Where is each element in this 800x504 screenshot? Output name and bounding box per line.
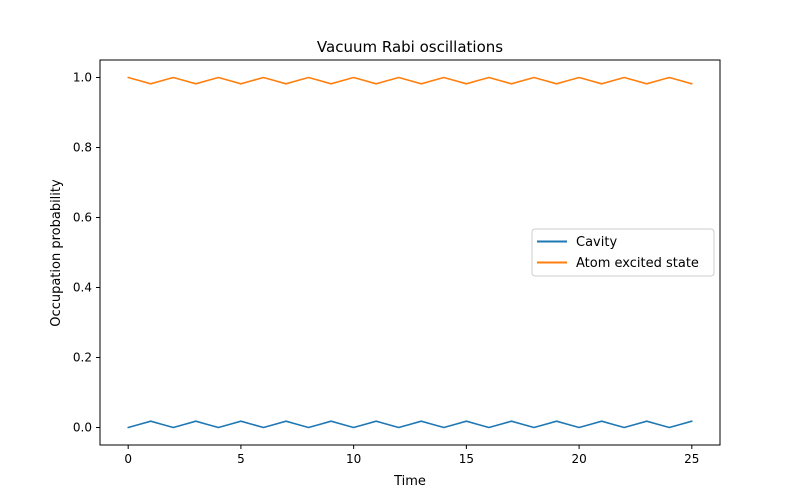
y-tick-label: 1.0	[73, 71, 92, 85]
series-line-cavity	[127, 420, 693, 429]
x-tick-label: 5	[237, 452, 245, 466]
x-tick-label: 20	[571, 452, 586, 466]
x-axis-label: Time	[393, 474, 426, 489]
x-tick-label: 10	[346, 452, 361, 466]
y-tick-label: 0.2	[73, 351, 92, 365]
x-tick-label: 25	[684, 452, 699, 466]
y-tick-label: 0.8	[73, 141, 92, 155]
plot-frame	[99, 59, 721, 446]
y-axis: 0.0 0.2 0.4 0.6 0.8 1.0	[73, 71, 100, 435]
y-tick-label: 0.0	[73, 421, 92, 435]
legend-label-atom-excited-state: Atom excited state	[576, 256, 699, 271]
y-tick-label: 0.6	[73, 211, 92, 225]
x-tick-label: 15	[459, 452, 474, 466]
y-axis-label: Occupation probability	[49, 179, 64, 327]
series-lines	[127, 76, 693, 429]
chart-title: Vacuum Rabi oscillations	[317, 38, 503, 56]
legend-label-cavity: Cavity	[576, 235, 617, 250]
y-tick-label: 0.4	[73, 281, 92, 295]
series-line-atom-excited-state	[127, 76, 693, 85]
legend: Cavity Atom excited state	[531, 228, 715, 277]
x-axis: 0 5 10 15 20 25	[124, 445, 699, 466]
legend-box	[531, 228, 715, 277]
x-tick-label: 0	[124, 452, 132, 466]
